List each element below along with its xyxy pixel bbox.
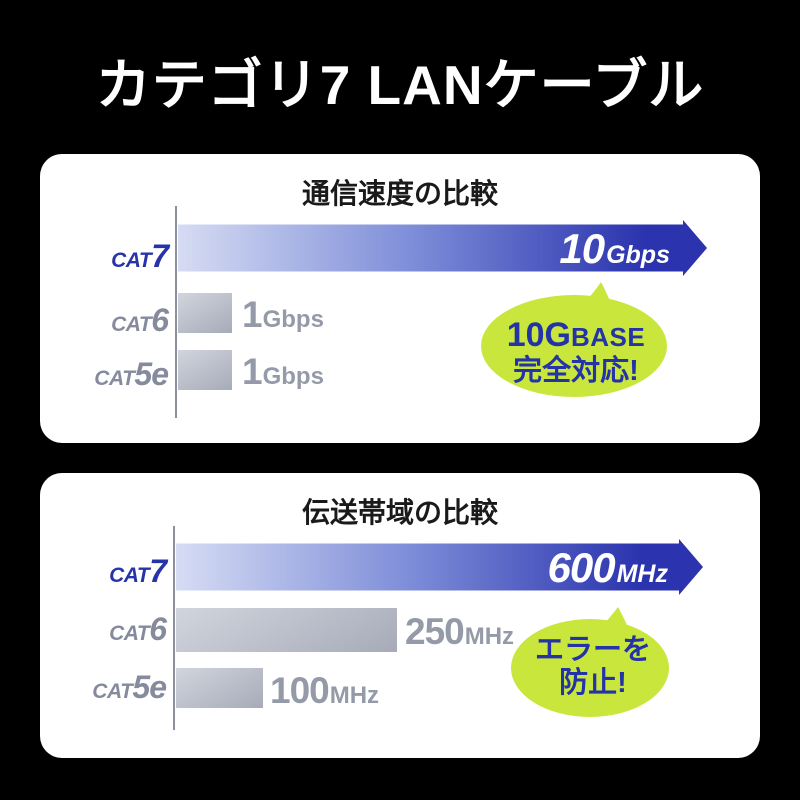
value-unit: Gbps [606, 241, 670, 269]
y-axis-line [175, 206, 177, 418]
category-label-cat6: CAT 6 [40, 302, 169, 339]
bubble-line2: 防止! [559, 667, 627, 700]
bar-cat7-speed [178, 220, 707, 276]
value-number: 100 [270, 670, 330, 711]
bar-value-cat6-speed: 1 Gbps [242, 296, 324, 333]
value-unit: MHz [329, 682, 380, 709]
value-number: 10 [559, 225, 605, 272]
value-unit: Gbps [262, 363, 324, 390]
speech-bubble-10gbase: 10GBASE 完全対応! [478, 278, 674, 402]
bar-value-cat5e-bandwidth: 100 MHz [270, 672, 379, 709]
category-label-prefix: CAT [92, 680, 133, 703]
bubble-line1-big: 10G [506, 316, 571, 354]
category-label-cat7: CAT 7 [40, 238, 169, 275]
bar-cat5e-speed [178, 350, 232, 390]
bar-value-cat7-speed: 10 Gbps [559, 228, 670, 270]
speech-bubble-shape [511, 607, 669, 717]
category-label-number: 7 [149, 553, 167, 589]
bubble-line1-small: BASE [571, 322, 646, 352]
bar-cat5e-bandwidth [176, 668, 263, 708]
bubble-line1: エラーを [535, 634, 651, 667]
category-label-cat6: CAT 6 [40, 611, 167, 648]
y-axis-line [173, 526, 175, 730]
category-label-prefix: CAT [94, 367, 135, 390]
category-label-number: 5e [132, 669, 167, 705]
bar-cat6-bandwidth [176, 608, 397, 652]
bandwidth-comparison-panel: 伝送帯域の比較 CAT 7 600 MHz CAT 6 250 MHz CAT 5e 10… [40, 473, 760, 758]
value-number: 1 [242, 294, 263, 335]
category-label-prefix: CAT [111, 249, 152, 272]
category-label-prefix: CAT [109, 564, 150, 587]
category-label-number: 6 [151, 302, 169, 338]
bar-value-cat6-bandwidth: 250 MHz [405, 613, 514, 650]
bubble-line1: 10GBASE [507, 316, 646, 355]
speed-comparison-panel: 通信速度の比較 CAT 7 10 Gbps CAT 6 1 Gbps CAT 5e 1 Gb… [40, 154, 760, 443]
category-label-number: 6 [149, 611, 167, 647]
bar-value-cat7-bandwidth: 600 MHz [548, 547, 668, 589]
value-number: 1 [242, 351, 263, 392]
chart-title-speed: 通信速度の比較 [301, 178, 498, 209]
value-number: 600 [547, 544, 616, 591]
category-label-cat5e: CAT 5e [40, 356, 169, 393]
category-label-number: 7 [151, 238, 169, 274]
chart-title-bandwidth: 伝送帯域の比較 [301, 497, 498, 528]
value-unit: MHz [616, 560, 668, 588]
page-title: カテゴリ7 LANケーブル [95, 54, 705, 116]
bar-cat6-speed [178, 293, 232, 333]
category-label-cat7: CAT 7 [40, 553, 167, 590]
speech-bubble-shape [481, 282, 667, 397]
bar-value-cat5e-speed: 1 Gbps [242, 353, 324, 390]
speech-bubble-text: 10GBASE 完全対応! [478, 316, 674, 388]
value-unit: Gbps [262, 306, 324, 333]
bubble-line1-big: エラーを [534, 634, 651, 666]
value-unit: MHz [464, 623, 515, 650]
category-label-cat5e: CAT 5e [40, 669, 167, 706]
value-number: 250 [405, 611, 465, 652]
category-label-number: 5e [134, 356, 169, 392]
speech-bubble-text: エラーを 防止! [508, 634, 678, 701]
bar-cat7-bandwidth [176, 539, 703, 595]
bubble-line2: 完全対応! [513, 355, 639, 388]
speech-bubble-error-prevention: エラーを 防止! [508, 602, 678, 722]
category-label-prefix: CAT [109, 622, 150, 645]
category-label-prefix: CAT [111, 313, 152, 336]
